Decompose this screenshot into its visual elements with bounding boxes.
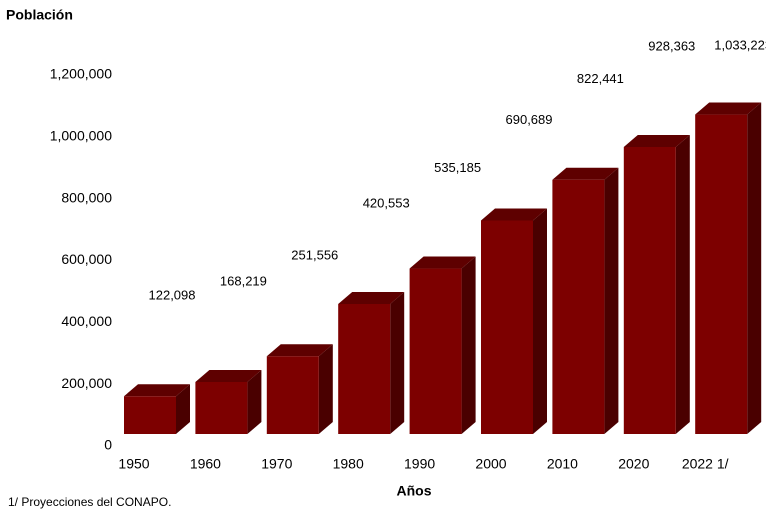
y-tick-label: 800,000 [61, 189, 112, 205]
bar-side [604, 167, 619, 435]
bar-side [176, 384, 190, 434]
bar-front [623, 146, 676, 434]
bar-front [266, 356, 319, 434]
bar-side [390, 291, 405, 434]
bar-side [675, 134, 690, 434]
bar [266, 344, 333, 434]
value-label: 822,441 [577, 71, 624, 86]
x-tick-label: 2022 1/ [682, 456, 729, 472]
value-label: 535,185 [434, 160, 481, 175]
y-tick-label: 600,000 [61, 251, 112, 267]
y-tick-label: 200,000 [61, 375, 112, 391]
chart-title: Población [6, 7, 73, 23]
value-label: 690,689 [506, 112, 553, 127]
bar [338, 291, 405, 434]
x-tick-label: 1970 [261, 456, 292, 472]
bar-top [552, 167, 619, 180]
bar-side [318, 344, 333, 434]
value-label: 168,219 [220, 273, 267, 288]
y-tick-label: 0 [104, 437, 112, 453]
value-label: 1,033,223 [714, 37, 766, 52]
bar-side [247, 369, 262, 434]
y-tick-label: 400,000 [61, 313, 112, 329]
x-tick-label: 1950 [118, 456, 149, 472]
x-tick-label: 2010 [547, 456, 578, 472]
x-tick-label: 2020 [618, 456, 649, 472]
bar-front [409, 268, 462, 434]
bar [623, 134, 690, 434]
bar [552, 167, 619, 435]
value-label: 928,363 [648, 38, 695, 53]
bar-front [552, 179, 605, 434]
bar-side [533, 208, 547, 434]
bar-top [195, 369, 262, 382]
x-axis-label: Años [397, 483, 432, 499]
bar-top [623, 134, 690, 147]
x-tick-label: 1980 [333, 456, 364, 472]
bar-top [124, 384, 190, 397]
bar-front [195, 381, 248, 434]
y-tick-label: 1,200,000 [50, 66, 112, 82]
bar [195, 369, 262, 434]
bar [124, 384, 190, 434]
bar [409, 256, 476, 434]
bar-top [266, 344, 333, 357]
bar-front [124, 396, 176, 434]
x-tick-label: 1960 [190, 456, 221, 472]
x-tick-label: 1990 [404, 456, 435, 472]
bar-side [461, 256, 476, 434]
y-tick-label: 1,000,000 [50, 128, 112, 144]
bar-front [481, 220, 533, 434]
bar-top [338, 291, 405, 304]
bar [695, 102, 762, 434]
value-label: 251,556 [291, 248, 338, 263]
footnote: 1/ Proyecciones del CONAPO. [8, 495, 171, 509]
bar-top [409, 256, 476, 269]
value-label: 122,098 [149, 288, 196, 303]
value-label: 420,553 [363, 195, 410, 210]
bar [481, 208, 547, 434]
bar-front [338, 303, 391, 434]
bar-side [747, 102, 762, 434]
bar-top [481, 208, 547, 221]
bar-front [695, 114, 748, 434]
bar-top [695, 102, 762, 115]
x-tick-label: 2000 [475, 456, 506, 472]
